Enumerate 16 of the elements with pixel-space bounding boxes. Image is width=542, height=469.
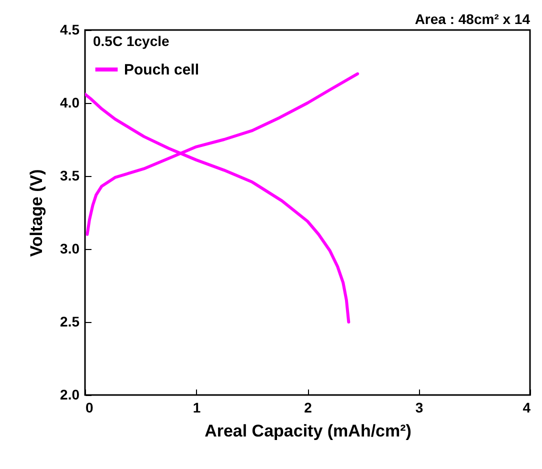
annotation: 0.5C 1cycle: [93, 33, 170, 49]
y-tick-label: 3.0: [60, 240, 80, 256]
text: Area : 48cm² x 14: [414, 11, 530, 27]
y-tick-label: 2.0: [60, 386, 80, 402]
x-tick-label: 1: [192, 400, 201, 416]
y-tick-label: 4.0: [60, 94, 80, 110]
x-tick-label: 0: [86, 400, 94, 416]
x-axis-title: Areal Capacity (mAh/cm²): [204, 422, 412, 440]
y-tick-label: 3.5: [60, 168, 80, 184]
x-tick-label: 2: [304, 400, 312, 416]
x-tick-label: 4: [522, 400, 531, 416]
x-tick-label: 3: [415, 400, 424, 416]
y-axis-title: Voltage (V): [27, 169, 46, 257]
y-tick-label: 2.5: [60, 314, 80, 330]
legend-label: Pouch cell: [124, 62, 200, 78]
y-tick-label: 4.5: [60, 22, 80, 38]
